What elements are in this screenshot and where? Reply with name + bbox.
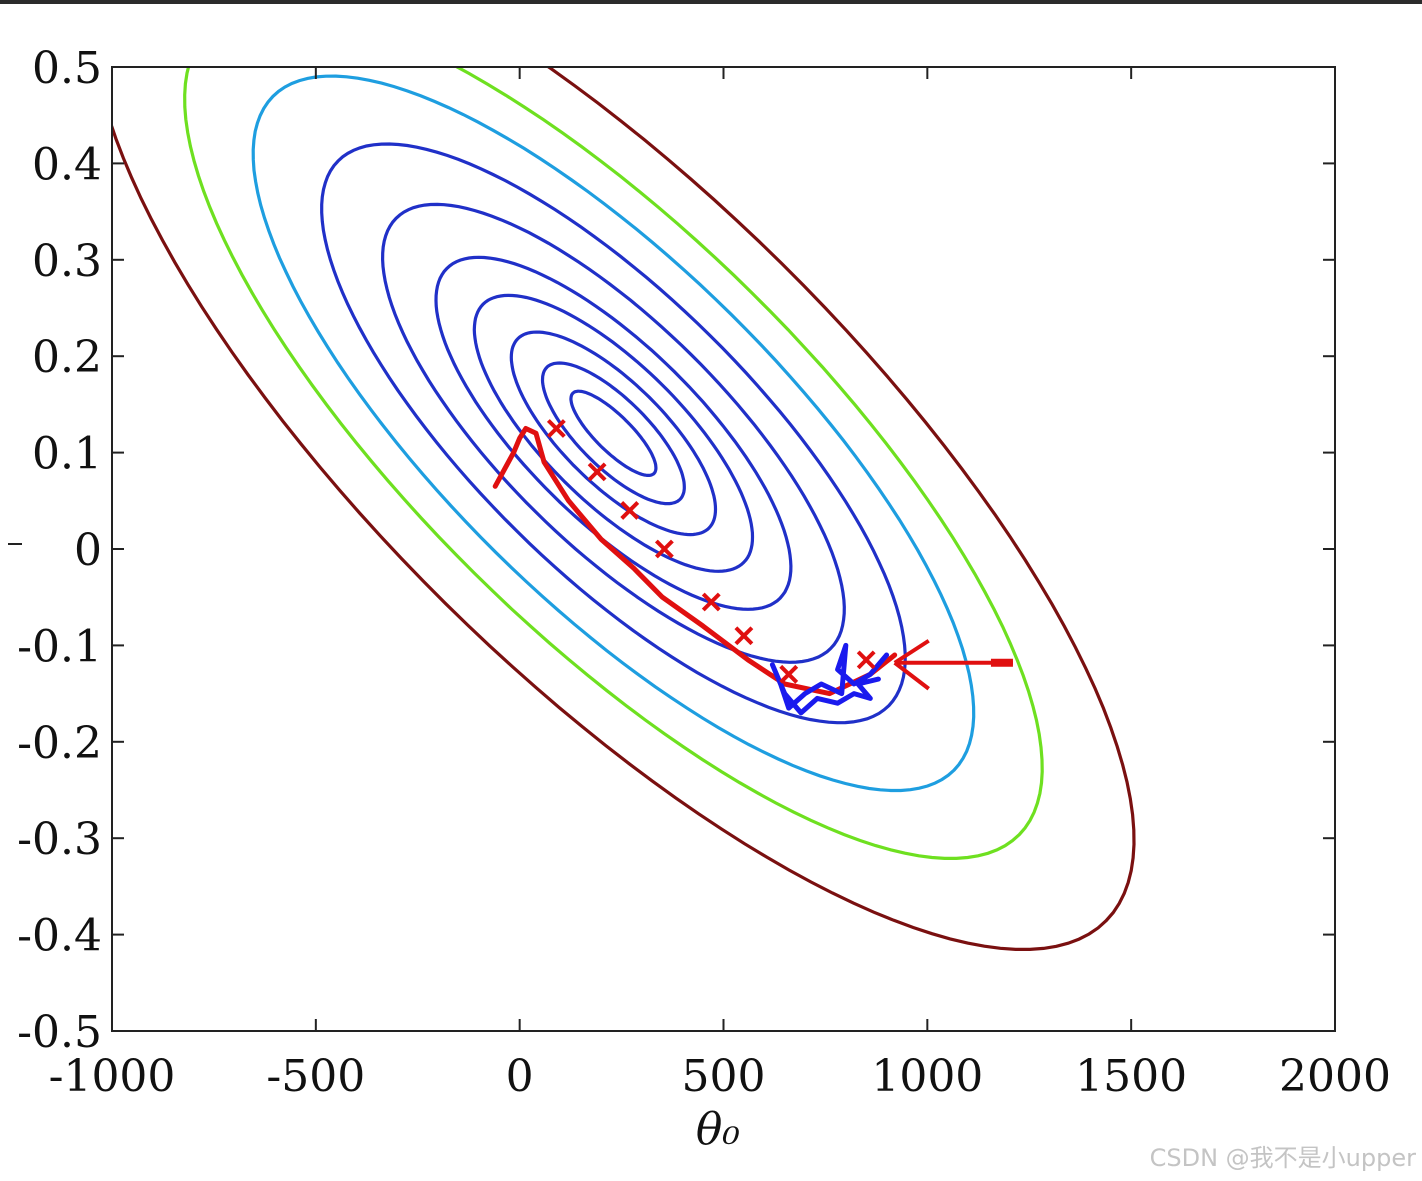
contour-level-10: [112, 67, 1136, 951]
marker-x-7: [779, 664, 799, 684]
contour-level-3: [509, 330, 718, 537]
stochastic-path-blue: [769, 642, 890, 716]
contour-level-8: [251, 74, 976, 793]
contour-level-9: [183, 67, 1044, 860]
y-tick-label: 0.4: [32, 139, 102, 190]
axis-ticks: [111, 66, 1336, 1032]
x-tick-label: 1500: [1075, 1051, 1187, 1102]
y-tick-label: 0.2: [32, 332, 102, 383]
x-tick-label: -500: [266, 1051, 365, 1102]
watermark: CSDN @我不是小upper: [1149, 1144, 1416, 1172]
contour-lines: [112, 67, 1136, 951]
x-tick-label: 1000: [871, 1051, 983, 1102]
contour-level-1: [569, 389, 658, 477]
contour-level-4: [472, 293, 755, 573]
x-tick-label: 0: [506, 1051, 534, 1102]
y-tick-labels: 0.5 0.4 0.3 0.2 0.1 0 -0.1 -0.2 -0.3 -0.4 -0.5: [17, 43, 102, 1058]
y-tick-label: 0.1: [32, 429, 102, 480]
stochastic-path-red: [492, 426, 898, 697]
marker-x-3: [620, 501, 640, 520]
marker-x-5: [701, 592, 721, 612]
plot-frame: [111, 66, 1336, 1032]
y-tick-label: -0.2: [17, 718, 102, 769]
marker-x-1: [546, 419, 566, 438]
contour-level-2: [540, 361, 686, 506]
y-tick-label: 0.5: [32, 43, 102, 94]
contour-level-7: [320, 142, 907, 725]
y-tick-label: -0.5: [17, 1007, 102, 1058]
marker-x-2: [587, 462, 607, 482]
pointer-arrow: [893, 639, 1013, 691]
x-tick-label: 2000: [1279, 1051, 1391, 1102]
contour-level-5: [434, 255, 793, 611]
x-axis-label: θ₀: [696, 1104, 740, 1155]
descent-paths: [492, 419, 898, 716]
x-tick-labels: -1000 -500 0 500 1000 1500 2000: [49, 1051, 1391, 1102]
y-tick-label: -0.1: [17, 621, 102, 672]
marker-x-6: [734, 626, 754, 646]
x-tick-label: 500: [682, 1051, 766, 1102]
y-tick-label: -0.4: [17, 911, 102, 962]
y-tick-label: 0: [74, 525, 102, 576]
y-tick-label: -0.3: [17, 814, 102, 865]
y-tick-label: 0.3: [32, 236, 102, 287]
x-tick-label: -1000: [49, 1051, 176, 1102]
contour-level-6: [380, 202, 846, 664]
top-border: [0, 0, 1422, 4]
marker-x-8: [856, 650, 876, 670]
marker-x-4: [654, 539, 674, 559]
